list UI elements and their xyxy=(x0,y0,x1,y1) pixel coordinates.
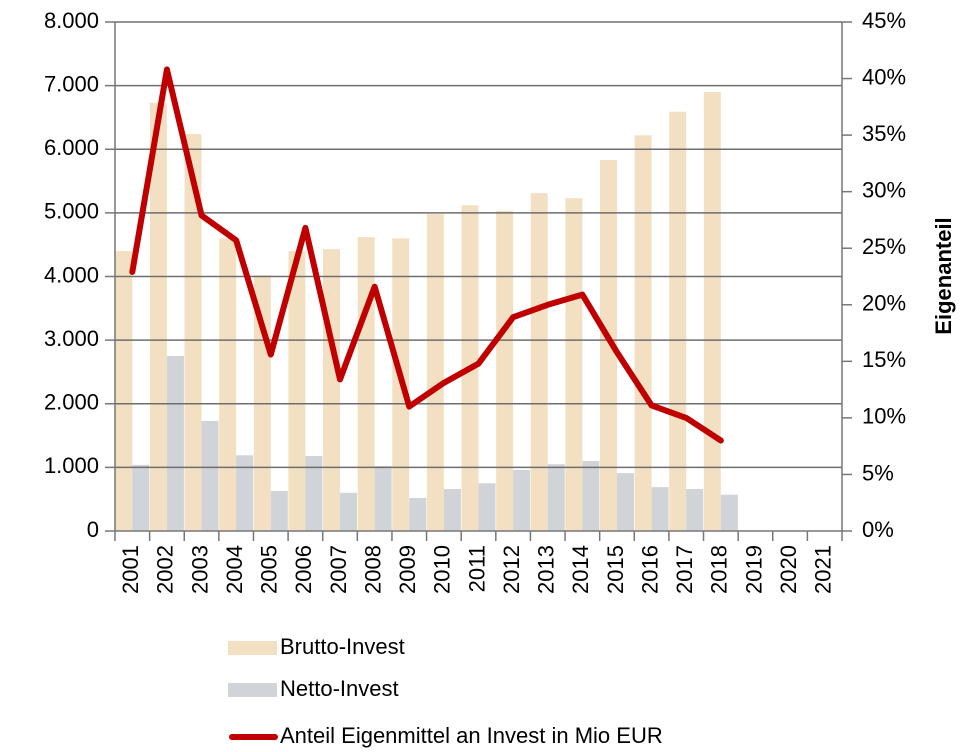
legend-label: Anteil Eigenmittel an Invest in Mio EUR xyxy=(280,723,663,748)
y2-tick-label: 20% xyxy=(862,291,906,316)
x-tick-label: 2019 xyxy=(741,545,766,594)
bar xyxy=(374,466,392,531)
bar xyxy=(288,251,306,532)
bar xyxy=(547,464,565,531)
x-tick-label: 2020 xyxy=(776,545,801,594)
bar xyxy=(513,469,531,531)
legend-swatch xyxy=(228,683,277,697)
x-tick-label: 2006 xyxy=(291,545,316,594)
bar xyxy=(720,494,738,531)
y-tick-label: 6.000 xyxy=(44,135,99,160)
y2-tick-label: 0% xyxy=(862,517,894,542)
x-tick-label: 2010 xyxy=(430,545,455,594)
bar xyxy=(565,198,583,531)
x-tick-label: 2016 xyxy=(637,545,662,594)
y-tick-label: 7.000 xyxy=(44,71,99,96)
y-tick-label: 4.000 xyxy=(44,262,99,287)
x-tick-label: 2009 xyxy=(395,545,420,594)
x-tick-label: 2017 xyxy=(672,545,697,594)
legend-label: Brutto-Invest xyxy=(280,634,405,659)
x-tick-label: 2008 xyxy=(360,545,385,594)
y2-tick-label: 30% xyxy=(862,177,906,202)
y-tick-label: 3.000 xyxy=(44,326,99,351)
bar xyxy=(201,420,219,531)
y2-tick-label: 40% xyxy=(862,64,906,89)
x-tick-label: 2001 xyxy=(118,545,143,594)
bar xyxy=(357,237,375,532)
x-tick-label: 2004 xyxy=(222,545,247,594)
x-tick-label: 2011 xyxy=(464,545,489,592)
x-tick-label: 2018 xyxy=(707,545,732,594)
y2-tick-label: 45% xyxy=(862,8,906,33)
bar xyxy=(582,461,600,531)
bar xyxy=(340,492,358,531)
y-tick-label: 8.000 xyxy=(44,8,99,33)
bar xyxy=(219,238,237,531)
bar xyxy=(166,356,184,531)
bar xyxy=(149,102,167,532)
bar xyxy=(115,251,133,532)
bar xyxy=(616,473,634,531)
bar xyxy=(478,483,496,531)
x-tick-label: 2005 xyxy=(257,545,282,594)
x-tick-label: 2013 xyxy=(534,545,559,594)
bar xyxy=(669,111,687,532)
y-tick-label: 5.000 xyxy=(44,199,99,224)
bar xyxy=(132,464,150,531)
x-tick-label: 2014 xyxy=(568,545,593,594)
bar xyxy=(184,133,202,532)
bar xyxy=(496,210,514,531)
bar xyxy=(323,249,341,532)
y-tick-label: 1.000 xyxy=(44,453,99,478)
y2-tick-label: 35% xyxy=(862,121,906,146)
y2-tick-label: 5% xyxy=(862,460,894,485)
x-tick-label: 2012 xyxy=(499,545,524,594)
y2-axis-label: Eigenanteil xyxy=(931,217,956,334)
bar xyxy=(703,91,721,532)
y2-tick-label: 10% xyxy=(862,404,906,429)
y-tick-label: 2.000 xyxy=(44,390,99,415)
bar xyxy=(443,489,461,531)
legend-swatch xyxy=(228,641,277,655)
bar xyxy=(409,497,427,531)
legend-label: Netto-Invest xyxy=(280,676,399,701)
x-tick-label: 2003 xyxy=(187,545,212,594)
y-tick-label: 0 xyxy=(87,517,99,542)
y2-tick-label: 15% xyxy=(862,347,906,372)
bar xyxy=(530,193,548,531)
bar xyxy=(634,135,652,531)
bar xyxy=(651,487,669,531)
bar xyxy=(426,214,444,531)
bar xyxy=(270,490,288,531)
x-tick-label: 2007 xyxy=(326,545,351,594)
bar xyxy=(686,489,704,531)
y2-tick-label: 25% xyxy=(862,234,906,259)
x-tick-label: 2021 xyxy=(811,545,836,594)
bar xyxy=(236,455,254,531)
line xyxy=(129,66,724,444)
x-tick-label: 2015 xyxy=(603,545,628,594)
x-tick-label: 2002 xyxy=(153,545,178,594)
bar xyxy=(305,455,323,531)
bar xyxy=(599,160,617,531)
